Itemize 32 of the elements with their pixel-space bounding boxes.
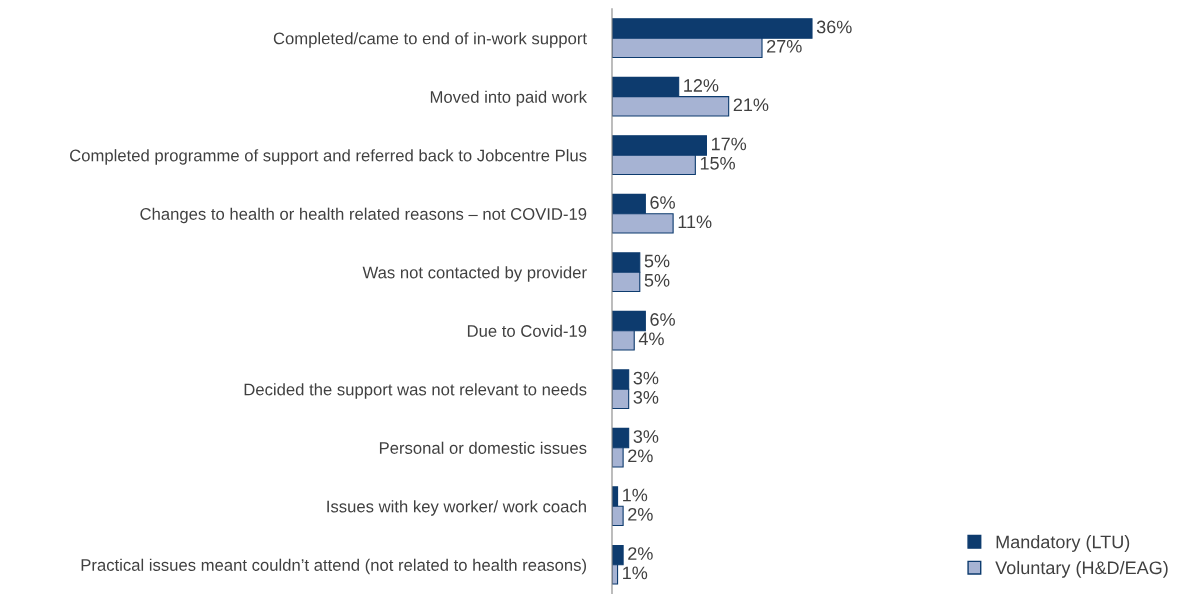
data-label: 2% xyxy=(628,449,653,463)
y-tick-label: Moved into paid work xyxy=(430,90,588,107)
y-tick-label: Completed/came to end of in-work support xyxy=(273,32,587,48)
data-label: 3% xyxy=(633,430,659,443)
y-tick-label: Decided the support was not relevant to needs xyxy=(244,383,587,399)
y-tick-label: Completed programme of support and referred back to Jobcentre Plus xyxy=(70,149,587,165)
data-label: 6% xyxy=(650,313,675,326)
data-label: 11% xyxy=(678,215,712,229)
data-label: 1% xyxy=(623,488,648,502)
data-label: 5% xyxy=(644,254,670,268)
data-label: 5% xyxy=(644,273,670,287)
data-label: 17% xyxy=(711,137,747,151)
y-tick-label: Practical issues meant couldn’t attend (not related to health reasons) xyxy=(81,558,586,575)
y-tick-label: Issues with key worker/ work coach xyxy=(327,500,586,516)
data-label: 12% xyxy=(684,79,719,92)
data-label: 21% xyxy=(733,98,769,112)
legend-label: Voluntary (H&D/EAG) xyxy=(995,560,1168,578)
data-label: 15% xyxy=(700,156,735,170)
y-tick-label: Was not contacted by provider xyxy=(362,266,587,282)
data-label: 3% xyxy=(633,390,659,404)
y-tick-label: Changes to health or health related reasons – not COVID-19 xyxy=(140,207,587,224)
legend-label: Mandatory (LTU) xyxy=(996,535,1130,552)
y-tick-label: Personal or domestic issues xyxy=(379,441,587,454)
data-label: 3% xyxy=(633,371,659,385)
data-label: 36% xyxy=(816,20,852,34)
data-label: 4% xyxy=(638,332,664,346)
data-label: 27% xyxy=(767,39,802,53)
data-label: 6% xyxy=(650,196,675,209)
data-label: 2% xyxy=(628,507,653,521)
data-label: 2% xyxy=(628,547,653,560)
y-tick-label: Due to Covid-19 xyxy=(467,324,587,337)
data-label: 1% xyxy=(623,566,648,580)
